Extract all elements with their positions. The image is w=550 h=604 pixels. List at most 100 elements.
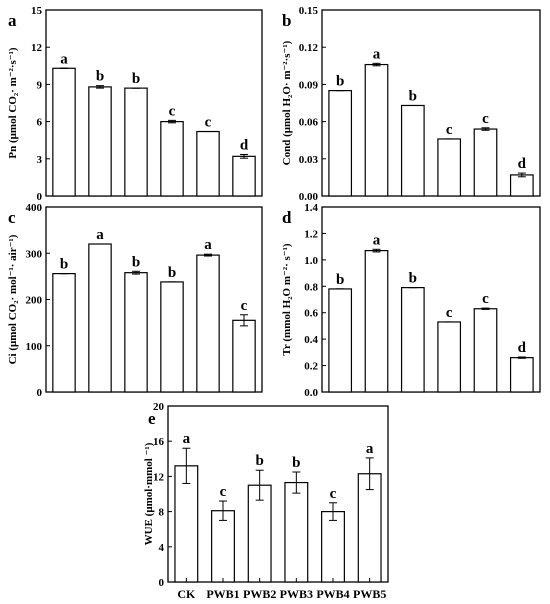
panel-label: a [8,11,17,30]
y-tick-label: 1.2 [304,228,318,240]
bar [160,120,184,197]
panel-label: e [148,409,156,428]
bar [364,250,389,393]
significance-letter: b [60,257,68,273]
bar [328,89,353,197]
y-tick-label: 12 [31,42,43,54]
y-axis-label: WUE (μmol·mmol ⁻¹) [143,442,155,545]
bar [437,321,462,393]
y-tick-label: 0.6 [304,308,318,320]
significance-letter: b [409,88,417,104]
y-axis-label: Ci (μmol CO₂· mol⁻¹· air⁻¹) [7,234,19,364]
x-tick-label: CK [177,587,196,601]
y-tick-label: 0.8 [304,281,318,293]
plot-frame [321,206,541,393]
significance-letter: a [204,237,212,253]
plot-frame [45,9,263,197]
y-axis-label: Pn (μmol CO₂· m⁻²·s⁻¹) [7,47,19,158]
bar [211,510,235,583]
bar [88,243,112,393]
significance-letter: c [205,115,212,131]
significance-letter: b [132,71,140,87]
y-tick-label: 0.09 [299,79,319,91]
bar [88,86,112,197]
x-tick-label: PWB5 [353,587,386,601]
bar [473,128,498,197]
significance-letter: d [240,137,249,153]
y-tick-label: 9 [37,79,43,91]
bar [509,357,534,393]
y-tick-label: 1.0 [304,255,318,267]
panel-label: b [282,11,291,30]
significance-letter: a [366,441,374,457]
significance-letter: c [482,291,489,307]
panel-c: c 0 100 200 300 400 Ci (μmol CO₂· mol⁻¹· air⁻¹… [7,202,263,399]
significance-letter: c [446,122,453,138]
y-tick-label: 200 [26,295,43,307]
y-tick-label: 0 [37,191,43,203]
bar [284,481,309,583]
bar [400,287,425,393]
panel-b: b 0.00 0.03 0.06 0.09 0.12 0.15 Cond (μmol H₂O·… [281,5,541,203]
bar [52,273,76,393]
bar [160,281,184,393]
y-tick-label: 0.2 [304,361,318,373]
bar [124,272,148,393]
bar [232,319,256,393]
y-tick-label: 300 [26,248,43,260]
panel-e: e 0 4 8 12 16 20 WUE (μmol·mmol ⁻¹) a CK c PWB1 b PWB… [143,401,389,601]
y-tick-label: 100 [26,341,43,353]
y-tick-label: 12 [153,471,165,483]
plot-frame [321,9,541,197]
bar [509,174,534,197]
significance-letter: c [330,486,337,502]
bar [473,308,498,393]
significance-letter: c [446,305,453,321]
bar [321,511,345,583]
panel-a: a 0 3 6 9 12 15 Pn (μmol CO₂· m⁻²·s⁻¹) a b b c c d [7,5,263,203]
bar [328,288,353,393]
significance-letter: d [518,156,527,172]
y-tick-label: 8 [159,507,165,519]
bar [232,155,256,197]
y-tick-label: 0 [159,577,165,589]
significance-letter: c [220,484,227,500]
significance-letter: a [373,46,381,62]
x-tick-label: PWB3 [280,587,313,601]
y-tick-label: 0.03 [299,154,319,166]
y-tick-label: 15 [31,5,43,17]
y-tick-label: 0.12 [299,42,319,54]
significance-letter: b [336,272,344,288]
y-tick-label: 16 [153,436,165,448]
y-tick-label: 6 [37,117,43,129]
bar [400,104,425,197]
significance-letter: a [183,431,191,447]
y-tick-label: 0.4 [304,334,318,346]
significance-letter: b [409,271,417,287]
y-tick-label: 1.4 [304,202,318,214]
bar [437,138,462,197]
y-tick-label: 20 [153,401,165,413]
panel-label: c [8,208,16,227]
significance-letter: b [96,69,104,85]
significance-letter: d [518,340,527,356]
y-tick-label: 4 [159,542,165,554]
panel-d: d 0.0 0.2 0.4 0.6 0.8 1.0 1.2 1.4 Tr (mmol H₂O m⁻… [281,202,541,399]
significance-letter: c [169,103,176,119]
y-tick-label: 3 [37,154,43,166]
bar [52,67,76,197]
plot-frame [45,206,263,393]
significance-letter: b [336,74,344,90]
significance-letter: b [132,254,140,270]
panel-label: d [282,208,292,227]
significance-letter: b [168,265,176,281]
y-tick-label: 0.15 [299,5,319,17]
significance-letter: a [96,227,104,243]
significance-letter: c [241,298,248,314]
bar [124,87,148,197]
y-tick-label: 0.00 [299,191,319,203]
significance-letter: b [255,453,263,469]
y-tick-label: 0 [37,387,43,399]
significance-letter: c [482,111,489,127]
significance-letter: a [60,51,68,67]
